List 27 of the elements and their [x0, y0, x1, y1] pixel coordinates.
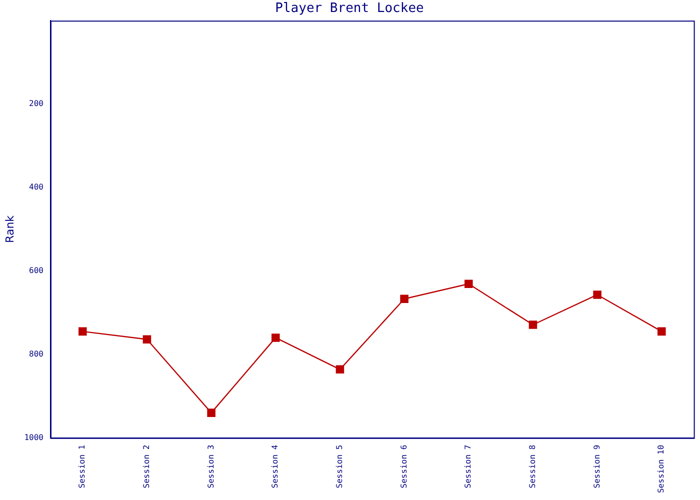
- point: [464, 280, 473, 288]
- x-tick-label: Session 6: [399, 444, 408, 488]
- x-tick-label: Session 7: [464, 444, 473, 488]
- y-tick-label: 1000: [24, 432, 44, 442]
- y-tick-label: 600: [29, 266, 44, 276]
- x-tick-label: Session 8: [528, 444, 538, 488]
- chart-title: Player Brent Lockee: [275, 1, 424, 16]
- y-axis-title: Rank: [3, 214, 16, 243]
- x-tick-label: Session 4: [270, 444, 280, 488]
- point: [528, 320, 538, 329]
- point: [78, 327, 87, 336]
- point: [142, 335, 152, 344]
- point: [400, 294, 408, 304]
- point: [593, 290, 602, 299]
- point: [207, 408, 216, 417]
- point: [336, 365, 344, 374]
- x-tick-label: Session 3: [206, 444, 216, 488]
- x-tick-label: Session 5: [335, 444, 344, 488]
- point: [658, 327, 666, 336]
- y-tick-label: 800: [29, 349, 44, 358]
- x-tick-label: Session 9: [592, 444, 602, 488]
- point: [271, 334, 280, 342]
- y-tick-label: 200: [29, 99, 44, 108]
- x-tick-label: Session 1: [78, 444, 87, 488]
- y-tick-label: 400: [29, 182, 44, 192]
- x-tick-label: Session 2: [142, 444, 152, 488]
- x-tick-label: Session 10: [656, 444, 666, 494]
